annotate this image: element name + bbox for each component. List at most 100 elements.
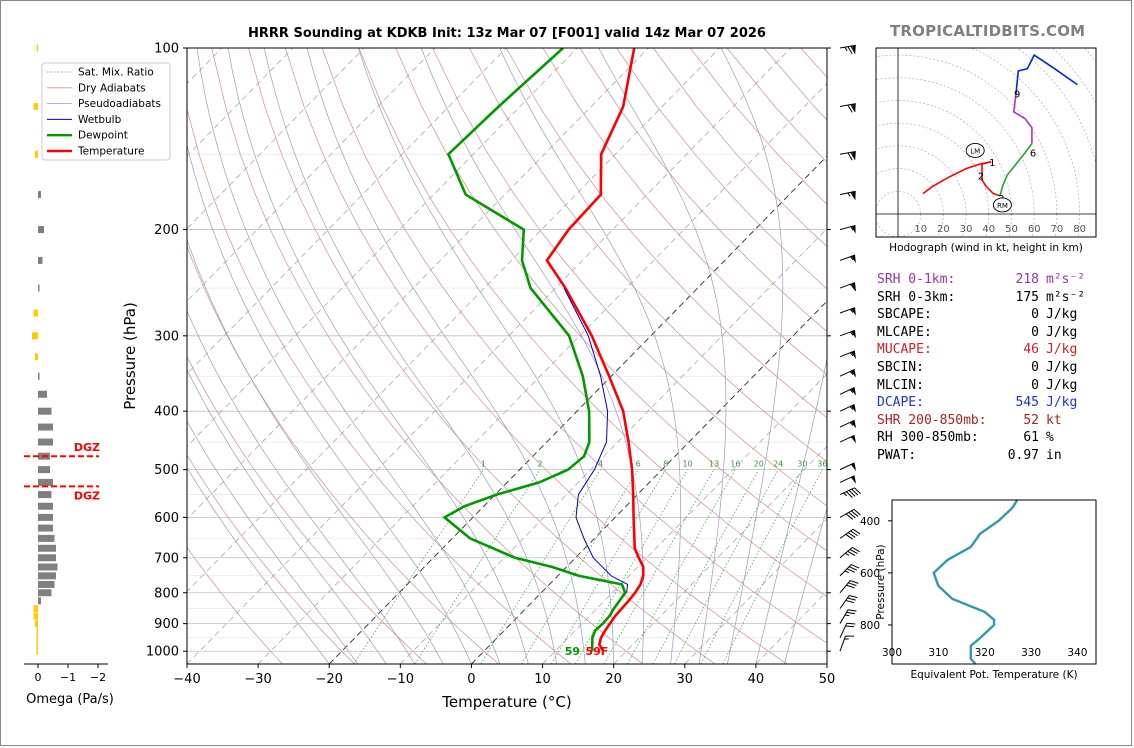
te-x-axis-label: Equivalent Pot. Temperature (K) [910, 669, 1077, 681]
wind-barb [839, 635, 855, 652]
dry-adiabat [579, 48, 827, 332]
y-axis-label: Pressure (hPa) [121, 302, 139, 410]
y-tick-label: 200 [154, 223, 179, 238]
isotherm-highlight [471, 300, 827, 664]
omega-bar [38, 256, 43, 264]
dry-adiabat [395, 48, 827, 552]
omega-bar [38, 524, 53, 532]
theta-e-panel: 400 600 800 300 310 320 330 340 Equivalent Pot. … [860, 499, 1097, 681]
stat-row: MLCIN: 0 J/kg [877, 378, 1092, 396]
omega-bar [38, 513, 53, 521]
stat-value: 218 m²s⁻² [1016, 272, 1092, 287]
mixing-ratio-label: 2 [537, 460, 542, 469]
legend-entry: Dewpoint [78, 130, 128, 142]
stat-value: 61% [1023, 430, 1092, 445]
omega-bar [32, 332, 38, 340]
hodo-tick-label: 40 [982, 224, 995, 235]
isotherm-line [187, 48, 578, 447]
pseudoadiabat [196, 48, 501, 664]
wind-barb [839, 580, 859, 594]
omega-tick-label: −2 [90, 671, 106, 684]
pseudoadiabat [227, 48, 529, 664]
pseudoadiabat [187, 369, 387, 664]
wind-barb [839, 487, 861, 498]
hodo-segment [1012, 93, 1033, 144]
stat-unit: J/kg [1046, 307, 1078, 323]
storm-motion-label: LM [970, 147, 980, 155]
omega-bar [36, 647, 38, 655]
isotherm-line [187, 48, 791, 664]
x-tick-label: 0 [467, 672, 475, 687]
stat-number: 0.97 [1007, 447, 1039, 463]
stats-table: SRH 0-1km: 218 m²s⁻² SRH 0-3km: 175 m²s⁻² SBCA… [877, 272, 1092, 466]
omega-bar [38, 502, 53, 510]
hodo-segment [1015, 53, 1078, 94]
hodo-height-label: 6 [1030, 149, 1036, 160]
dry-adiabat [187, 546, 283, 664]
wind-barb [839, 475, 857, 484]
legend-box [41, 62, 171, 161]
stat-label: SBCIN: [877, 359, 924, 375]
theta-e-frame [891, 499, 1097, 665]
stat-label: MLCIN: [877, 377, 924, 393]
omega-bar [36, 634, 38, 642]
hodo-tick-label: 30 [960, 224, 973, 235]
omega-bar [38, 544, 56, 552]
pseudoadiabat [499, 48, 681, 664]
hodo-tick-label: 20 [937, 224, 950, 235]
pseudoadiabat [187, 238, 444, 664]
stat-label: DCAPE: [877, 395, 924, 411]
stat-unit: kt [1046, 412, 1062, 428]
omega-bar [38, 423, 53, 431]
stat-label: RH 300-850mb: [877, 430, 979, 446]
te-y-tick-label: 400 [860, 516, 880, 528]
wind-barb [839, 224, 856, 234]
isotherm-line [257, 82, 827, 664]
omega-bar [33, 102, 38, 110]
omega-bar [38, 191, 41, 199]
wind-barb [839, 609, 857, 624]
wind-barb [839, 547, 860, 559]
wind-barb [839, 350, 856, 359]
y-tick-label: 600 [154, 511, 179, 526]
stat-unit: J/kg [1046, 324, 1078, 340]
hodo-height-label: 9 [1014, 90, 1020, 101]
stat-row: SBCIN: 0 J/kg [877, 360, 1092, 378]
mixing-ratio-line [480, 469, 601, 664]
omega-tick-label: −1 [60, 671, 76, 684]
y-tick-label: 300 [154, 329, 179, 344]
stat-unit: in [1046, 447, 1062, 463]
x-tick-label: 10 [534, 672, 551, 687]
omega-bar [33, 309, 38, 317]
mixing-ratio-label: 1 [481, 460, 486, 469]
te-x-tick-label: 320 [975, 647, 995, 659]
wind-barb [839, 403, 857, 413]
stat-value: 545 J/kg [1016, 395, 1092, 410]
wind-barb [839, 254, 856, 264]
isotherm-line [187, 48, 720, 593]
omega-bar [38, 597, 41, 605]
wind-barb [839, 419, 857, 429]
te-y-tick-label: 800 [860, 620, 880, 632]
wind-barb [839, 595, 858, 609]
y-tick-label: 900 [154, 617, 179, 632]
mixing-ratio-label: 16 [730, 460, 740, 469]
mixing-ratio-line [521, 469, 639, 664]
legend-entry: Temperature [77, 146, 145, 158]
dry-adiabat [432, 48, 827, 507]
legend-entry: Wetbulb [78, 114, 122, 126]
hodo-tick-label: 10 [914, 224, 927, 235]
stat-unit: J/kg [1046, 377, 1078, 393]
storm-motion-marker [965, 142, 985, 158]
stat-row: SBCAPE: 0 J/kg [877, 307, 1092, 325]
omega-bar [38, 589, 52, 597]
mixing-ratio-line [652, 469, 760, 664]
stat-label: MUCAPE: [877, 342, 932, 358]
storm-motion-label: RM [997, 202, 1008, 210]
te-x-tick-label: 300 [882, 647, 902, 659]
stat-label: MLCAPE: [877, 324, 932, 340]
mixing-ratio-label: 4 [598, 460, 603, 469]
mixing-ratio-label: 13 [709, 460, 719, 469]
